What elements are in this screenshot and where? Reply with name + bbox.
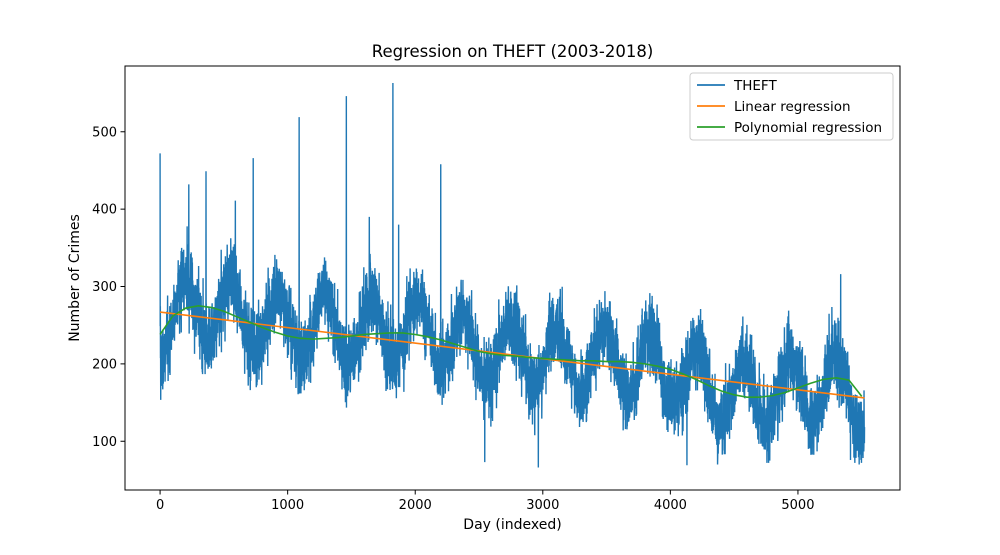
series-line-linear-regression (159, 311, 865, 399)
chart-title: Regression on THEFT (2003-2018) (372, 42, 654, 61)
y-tick-label: 300 (92, 280, 117, 295)
legend: THEFT Linear regression Polynomial regress… (689, 72, 894, 141)
x-tick-label: 3000 (526, 498, 559, 513)
legend-label-theft: THEFT (733, 78, 777, 94)
x-tick-label: 0 (156, 498, 164, 513)
series-line-theft (159, 83, 866, 468)
x-tick-label: 5000 (781, 498, 814, 513)
x-axis-label: Day (indexed) (463, 517, 561, 533)
legend-box (689, 72, 894, 141)
series-line-polynomial-regression (159, 305, 863, 398)
y-tick-label: 100 (92, 435, 117, 450)
y-tick-label: 500 (92, 125, 117, 140)
x-tick-label: 4000 (654, 498, 687, 513)
y-axis-label: Number of Crimes (67, 214, 83, 342)
y-tick-label: 200 (92, 357, 117, 372)
x-tick-label: 1000 (271, 498, 304, 513)
legend-label-linear-regression: Linear regression (734, 99, 851, 115)
plot-area (159, 83, 866, 468)
axes-frame (124, 65, 901, 491)
y-tick-label: 400 (92, 203, 117, 218)
axes: 0 1000 2000 3000 4000 5000 100 200 300 400 500 (92, 65, 901, 513)
x-tick-label: 2000 (399, 498, 432, 513)
legend-label-polynomial-regression: Polynomial regression (734, 120, 882, 136)
